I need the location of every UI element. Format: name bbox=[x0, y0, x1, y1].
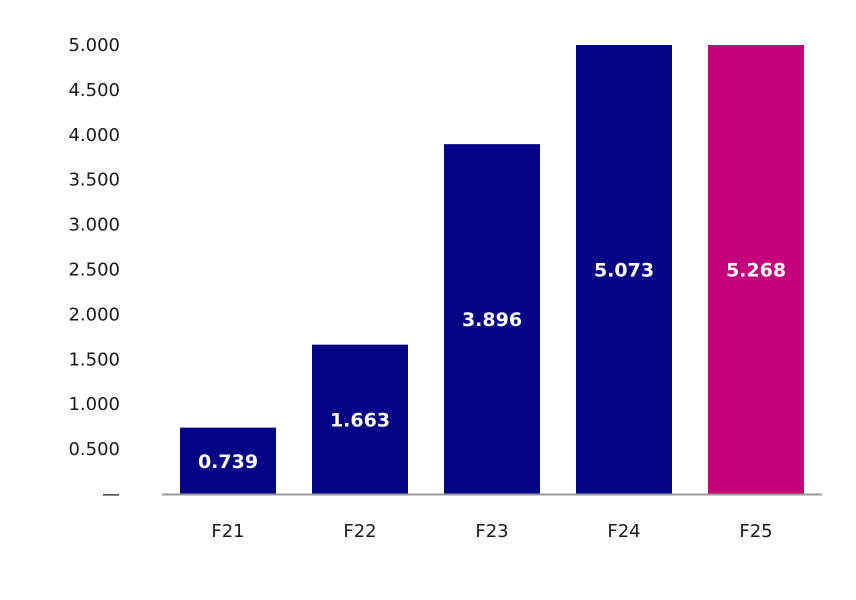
y-tick-label: 3.500 bbox=[68, 170, 120, 191]
y-tick-label: 3.000 bbox=[68, 215, 120, 236]
data-label: 5.268 bbox=[726, 260, 786, 282]
y-tick-label: 1.500 bbox=[68, 349, 120, 370]
y-tick-label: 2.000 bbox=[68, 304, 120, 325]
y-tick-label: 0.500 bbox=[68, 439, 120, 460]
x-tick-label: F25 bbox=[739, 521, 772, 542]
y-tick-label: 4.000 bbox=[68, 125, 120, 146]
data-label: 5.073 bbox=[594, 260, 654, 282]
bar-f22 bbox=[312, 344, 408, 494]
bars: 0.739 1.663 3.896 5.073 5.268 bbox=[180, 45, 804, 494]
bar-f25 bbox=[708, 45, 804, 494]
data-label: 0.739 bbox=[198, 451, 258, 473]
bar-f23 bbox=[444, 144, 540, 494]
y-tick-label: 4.500 bbox=[68, 80, 120, 101]
x-axis: F21 F22 F23 F24 F25 bbox=[162, 493, 822, 542]
data-label: 3.896 bbox=[462, 309, 522, 331]
x-tick-label: F23 bbox=[475, 521, 508, 542]
y-tick-label: 5.000 bbox=[68, 35, 120, 56]
y-axis: — 0.500 1.000 1.500 2.000 2.500 3.000 3.500 4.00… bbox=[68, 35, 120, 505]
bar-f21 bbox=[180, 427, 276, 494]
data-label: 1.663 bbox=[330, 409, 390, 431]
y-tick-label: 1.000 bbox=[68, 394, 120, 415]
x-tick-label: F24 bbox=[607, 521, 640, 542]
x-tick-label: F22 bbox=[343, 521, 376, 542]
bar-f24 bbox=[576, 45, 672, 494]
x-tick-label: F21 bbox=[211, 521, 244, 542]
y-tick-label: — bbox=[102, 484, 120, 505]
y-tick-label: 2.500 bbox=[68, 260, 120, 281]
